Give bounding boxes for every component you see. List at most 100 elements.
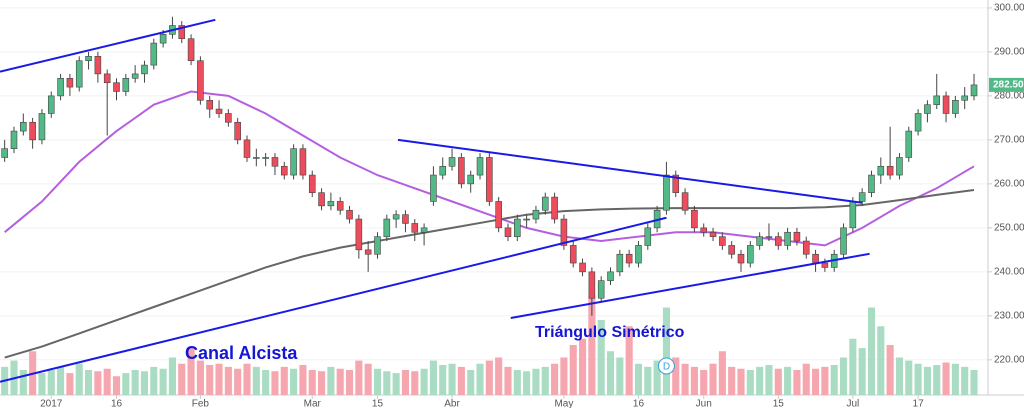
volume-bar — [308, 370, 316, 395]
volume-bar — [625, 326, 633, 395]
candle-body — [747, 245, 754, 264]
volume-bar — [830, 365, 838, 395]
volume-bar — [196, 360, 204, 395]
y-tick-label: 290.00 — [994, 47, 1024, 58]
candle-body — [94, 56, 102, 75]
candle-body — [178, 25, 186, 40]
volume-bar — [597, 320, 605, 395]
y-tick-label: 260.00 — [994, 179, 1024, 190]
candle-body — [103, 73, 111, 83]
volume-bar — [877, 326, 885, 395]
candle-body — [20, 121, 27, 132]
x-tick-label: 15 — [773, 399, 785, 408]
candle-body — [85, 56, 92, 62]
volume-bar — [85, 370, 93, 395]
volume-bar — [523, 371, 531, 395]
volume-bar — [681, 363, 689, 395]
volume-bar — [159, 368, 167, 395]
y-tick-label: 270.00 — [994, 135, 1024, 146]
volume-bar — [271, 371, 279, 395]
volume-bar — [299, 365, 307, 395]
volume-bar — [951, 363, 959, 395]
candle-body — [57, 77, 64, 97]
volume-bar — [420, 368, 428, 395]
volume-bar — [765, 365, 773, 395]
volume-bar — [75, 363, 83, 395]
candle-body — [364, 249, 372, 255]
annotation: Canal Alcista — [185, 343, 298, 363]
candle-body — [187, 38, 195, 62]
candle-body — [663, 174, 670, 211]
trendline — [510, 252, 870, 320]
volume-bar — [513, 370, 521, 395]
candle-body — [225, 113, 232, 123]
candle-body — [588, 271, 596, 299]
volume-bar — [38, 373, 46, 395]
candle-body — [933, 95, 941, 105]
candle-body — [942, 95, 950, 114]
candle-body — [141, 64, 148, 75]
candle-body — [336, 201, 344, 211]
x-tick-label: Abr — [444, 399, 460, 408]
volume-bar — [411, 371, 419, 395]
volume-bar — [569, 345, 577, 395]
candle-body — [383, 218, 391, 237]
candle-body — [327, 201, 335, 207]
volume-bar — [290, 368, 298, 395]
candle-body — [47, 95, 55, 114]
volume-bar — [94, 371, 102, 395]
volume-bar — [718, 351, 726, 395]
candle-body — [1, 148, 8, 158]
candle-body — [952, 99, 959, 114]
candle-body — [458, 157, 465, 185]
x-tick-label: 15 — [372, 399, 384, 408]
y-tick-label: 280.00 — [994, 91, 1024, 102]
volume-bar — [439, 365, 447, 395]
x-tick-label: Jul — [846, 399, 859, 408]
volume-bar — [616, 357, 624, 395]
volume-bar — [495, 357, 503, 395]
candle-body — [775, 236, 782, 246]
volume-bar — [886, 345, 894, 395]
candle-body — [514, 218, 521, 237]
volume-bar — [821, 366, 829, 395]
candle-body — [215, 108, 223, 114]
candle-body — [243, 139, 251, 158]
candle-body — [346, 209, 353, 220]
candle-body — [737, 253, 745, 264]
candle-body — [66, 77, 74, 88]
volume-bar — [224, 366, 232, 395]
volume-bar — [345, 370, 354, 395]
candle-body — [607, 271, 614, 281]
candle-body — [495, 201, 502, 229]
candle-body — [681, 192, 689, 211]
candle-body — [486, 157, 493, 202]
candle-body — [970, 84, 978, 97]
trendline — [397, 138, 863, 204]
volume-bar — [532, 368, 540, 395]
volume-bar — [793, 370, 801, 395]
volume-bar — [178, 363, 186, 395]
trendline — [0, 18, 216, 73]
candle-body — [420, 227, 428, 233]
candle-body — [197, 60, 204, 101]
candle-body — [476, 157, 484, 176]
volume-bar — [923, 366, 931, 395]
volume-bar — [551, 363, 559, 395]
volume-bar — [606, 351, 615, 395]
candle-body — [812, 253, 819, 264]
last-price-label: 282.50 — [993, 80, 1024, 91]
volume-bar — [485, 360, 493, 395]
volume-bar — [961, 366, 969, 395]
candle-body — [318, 192, 325, 207]
candle-body — [644, 227, 652, 246]
candle-body — [793, 231, 801, 242]
candle-body — [635, 245, 642, 264]
annotation: Triángulo Simétrico — [535, 324, 685, 341]
volume-bar — [905, 360, 913, 395]
volume-bar — [634, 363, 643, 395]
candle-body — [532, 209, 540, 220]
candle-body — [374, 236, 381, 255]
candle-body — [877, 165, 885, 176]
x-tick-label: Mar — [304, 399, 322, 408]
